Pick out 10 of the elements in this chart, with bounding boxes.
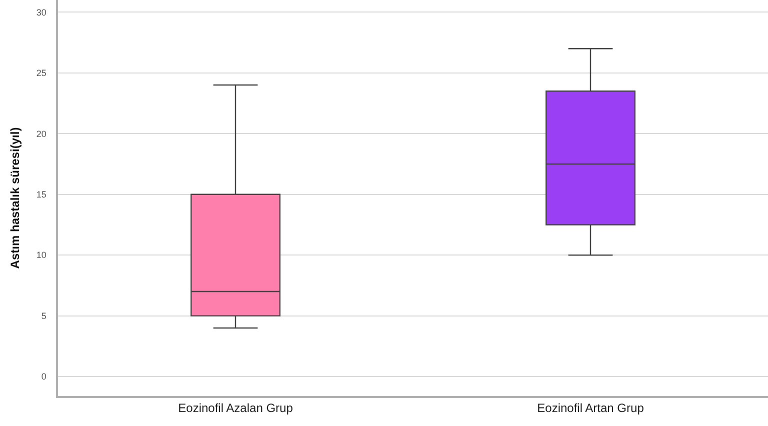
y-tick-label: 0 <box>41 372 46 382</box>
x-tick-label: Eozinofil Azalan Grup <box>178 401 294 416</box>
x-tick-label: Eozinofil Artan Grup <box>537 401 644 416</box>
y-axis-title: Astım hastalık süresi(yıl) <box>8 127 22 269</box>
y-tick-label: 20 <box>36 128 46 139</box>
y-tick-label: 15 <box>36 190 46 200</box>
y-tick-label: 25 <box>36 68 46 78</box>
y-tick-label: 5 <box>41 310 46 321</box>
y-tick-label: 10 <box>36 250 46 260</box>
y-tick-label: 30 <box>36 7 46 18</box>
